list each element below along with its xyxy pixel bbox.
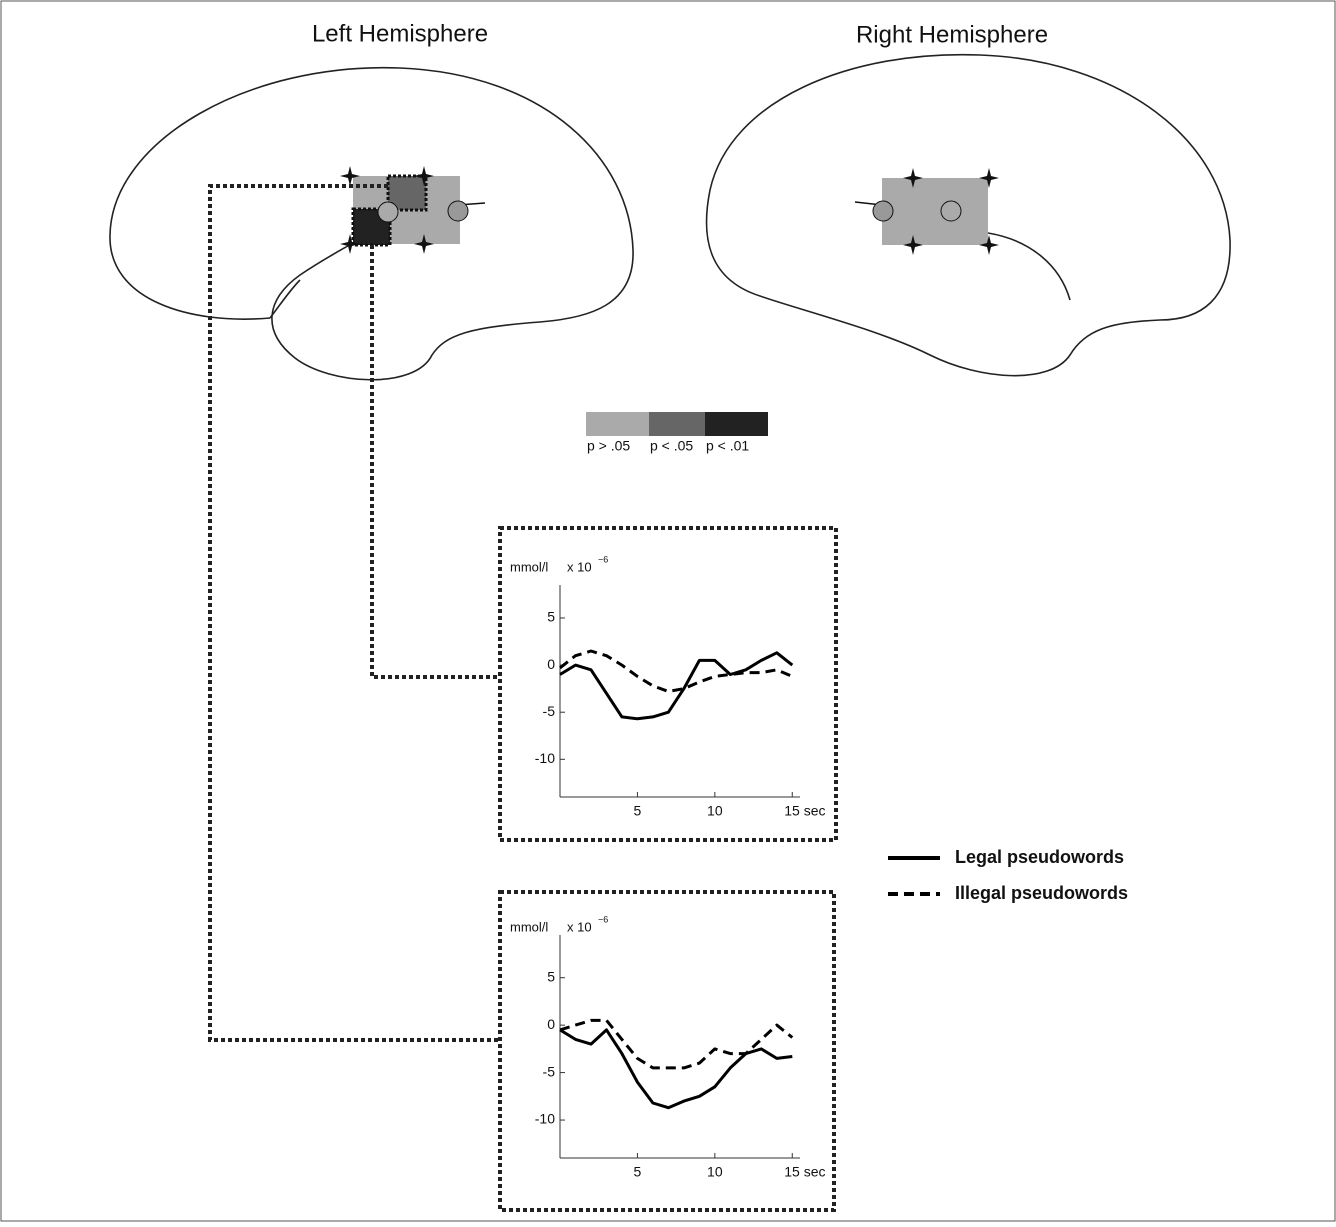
y-tick-label: 0 [547,1016,555,1032]
left-title: Left Hemisphere [312,20,488,47]
x-tick-label: 10 [707,803,723,819]
legend-label: Legal pseudowords [955,847,1124,867]
y-unit: mmol/l [510,919,548,934]
right-brain [707,55,1231,376]
x-tick-label: 5 [634,1164,642,1180]
y-tick-label: -5 [543,703,556,719]
y-tick-label: 0 [547,656,555,672]
y-exponent: −6 [598,914,608,924]
y-multiplier: x 10 [567,559,592,574]
figure: Left Hemisphere Right Hemisphere p > .05… [0,0,1336,1222]
significance-swatch [705,412,768,436]
y-tick-label: -10 [535,1111,555,1127]
legend: Legal pseudowords Illegal pseudowords [888,847,1128,903]
y-tick-label: -10 [535,750,555,766]
y-multiplier: x 10 [567,919,592,934]
significance-swatch [649,412,705,436]
significance-label: p < .01 [706,438,749,454]
charts: mmol/l x 10 −6 -10 -5 0 5 5 10 15 sec mmol/l x 10 −6… [510,554,826,1179]
significance-label: p > .05 [587,438,630,454]
x-tick-label: 10 [707,1164,723,1180]
legend-label: Illegal pseudowords [955,883,1128,903]
significance-swatch [586,412,649,436]
y-unit: mmol/l [510,559,548,574]
y-tick-label: 5 [547,609,555,625]
series-line [560,1020,792,1068]
x-tick-label: 15 sec [784,803,825,819]
x-tick-label: 15 sec [784,1164,825,1180]
right-title: Right Hemisphere [856,21,1048,48]
frame [1,1,1335,1221]
y-tick-label: 5 [547,968,555,984]
y-tick-label: -5 [543,1063,556,1079]
y-exponent: −6 [598,554,608,564]
significance-label: p < .05 [650,438,693,454]
x-tick-label: 5 [634,803,642,819]
series-line [560,653,792,719]
significance-legend: p > .05 p < .05 p < .01 [586,412,768,454]
series-line [560,651,792,692]
